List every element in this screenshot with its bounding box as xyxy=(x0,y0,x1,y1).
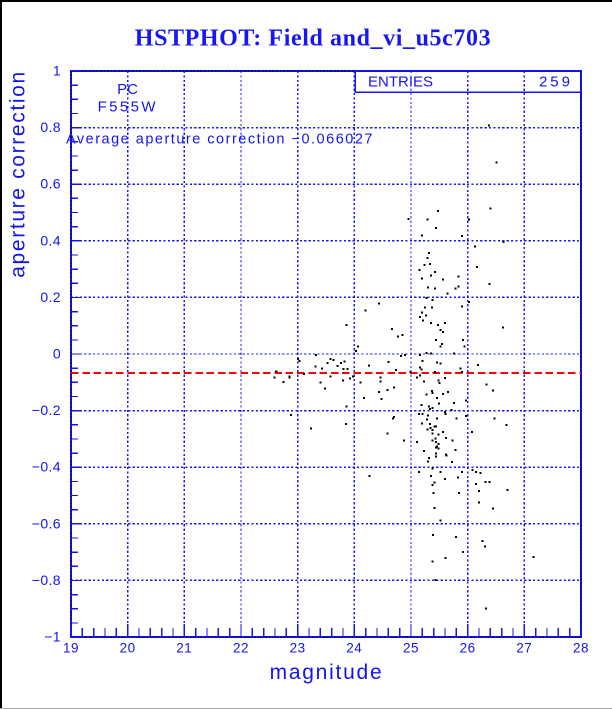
svg-text:Average aperture correction −0: Average aperture correction −0.066027 xyxy=(66,132,374,148)
svg-text:PC: PC xyxy=(117,81,138,98)
svg-text:24: 24 xyxy=(346,641,362,656)
svg-text:25: 25 xyxy=(403,641,419,656)
svg-text:23: 23 xyxy=(290,641,306,656)
svg-text:28: 28 xyxy=(573,641,589,656)
svg-text:26: 26 xyxy=(460,641,476,656)
svg-text:19: 19 xyxy=(63,641,79,656)
svg-text:259: 259 xyxy=(539,74,573,91)
svg-text:22: 22 xyxy=(233,641,249,656)
svg-text:27: 27 xyxy=(516,641,532,656)
svg-text:0.8: 0.8 xyxy=(40,119,61,135)
svg-text:−1: −1 xyxy=(44,629,61,645)
svg-text:HSTPHOT: Field and_vi_u5c703: HSTPHOT: Field and_vi_u5c703 xyxy=(135,26,491,52)
svg-text:aperture correction: aperture correction xyxy=(7,70,30,278)
svg-text:0.6: 0.6 xyxy=(40,176,61,192)
svg-text:0.2: 0.2 xyxy=(40,289,61,305)
svg-text:−0.6: −0.6 xyxy=(32,515,61,531)
svg-text:−0.4: −0.4 xyxy=(32,459,61,475)
svg-text:0: 0 xyxy=(53,346,61,362)
svg-text:1: 1 xyxy=(53,63,61,79)
svg-text:−0.2: −0.2 xyxy=(32,402,61,418)
svg-text:20: 20 xyxy=(120,641,136,656)
svg-text:magnitude: magnitude xyxy=(270,661,384,684)
svg-text:21: 21 xyxy=(176,641,192,656)
svg-text:F555W: F555W xyxy=(98,99,158,116)
svg-text:0.4: 0.4 xyxy=(40,232,61,248)
svg-text:ENTRIES: ENTRIES xyxy=(368,74,433,91)
svg-text:−0.8: −0.8 xyxy=(32,572,61,588)
